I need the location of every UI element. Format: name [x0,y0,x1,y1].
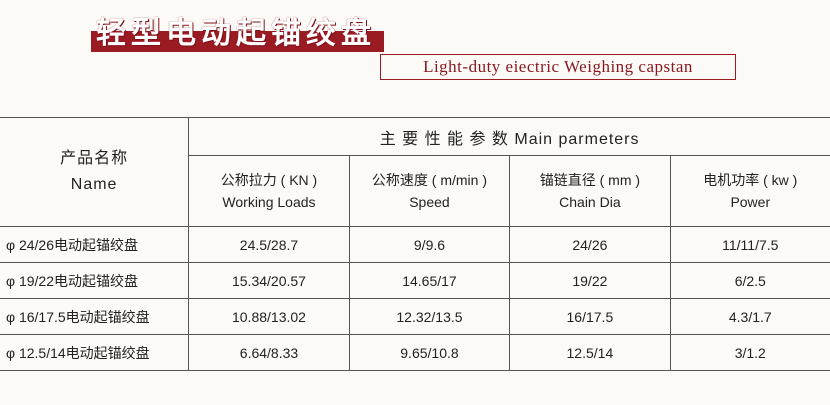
value-cell: 4.3/1.7 [669,298,830,335]
product-name-cell: φ 16/17.5电动起锚绞盘 [0,298,190,335]
name-header-cn: 产品名称 [60,150,129,167]
table-row: φ 12.5/14电动起锚绞盘 6.64/8.33 9.65/10.8 12.5/14… [0,334,830,371]
value-cell: 9.65/10.8 [348,334,511,371]
product-name-cell: φ 24/26电动起锚绞盘 [0,226,190,263]
value-cell: 24.5/28.7 [188,226,350,263]
table-row: φ 19/22电动起锚绞盘 15.34/20.57 14.65/17 19/22 6/2… [0,262,830,299]
value-cell: 12.5/14 [509,334,671,371]
column-header: 锚链直径 ( mm ) Chain Dia [509,155,671,227]
column-header-en: Working Loads [222,194,316,210]
column-header: 公称拉力 ( KN ) Working Loads [188,155,350,227]
value-cell: 14.65/17 [348,262,511,299]
table-row: φ 16/17.5电动起锚绞盘 10.88/13.02 12.32/13.5 16/1… [0,298,830,335]
value-cell: 24/26 [509,226,671,263]
product-name-cell: φ 19/22电动起锚绞盘 [0,262,190,299]
column-header-cn: 锚链直径 ( mm ) [539,172,641,188]
value-cell: 15.34/20.57 [188,262,350,299]
name-header: 产品名称 Name [0,117,190,227]
column-header-cn: 公称速度 ( m/min ) [371,172,488,188]
name-header-en: Name [70,176,118,193]
column-header-en: Power [730,194,771,210]
value-cell: 11/11/7.5 [669,226,830,263]
title-banner [91,31,384,52]
table-row: φ 24/26电动起锚绞盘 24.5/28.7 9/9.6 24/26 11/11/7.… [0,226,830,263]
value-cell: 16/17.5 [509,298,671,335]
column-header-cn: 公称拉力 ( KN ) [220,172,318,188]
column-header: 电机功率 ( kw ) Power [669,155,830,227]
column-header-en: Chain Dia [559,194,621,210]
column-header-en: Speed [409,194,450,210]
value-cell: 19/22 [509,262,671,299]
value-cell: 6.64/8.33 [188,334,350,371]
title-chinese: 轻型电动起锚绞盘 [96,16,376,51]
value-cell: 9/9.6 [348,226,511,263]
column-header-cn: 电机功率 ( kw ) [703,172,798,188]
value-cell: 6/2.5 [669,262,830,299]
value-cell: 12.32/13.5 [348,298,511,335]
product-name-cell: φ 12.5/14电动起锚绞盘 [0,334,190,371]
title-english: Light-duty eiectric Weighing capstan [380,54,736,80]
main-parameters-header: 主 要 性 能 参 数 Main parmeters [188,117,830,156]
spec-table: 产品名称 Name 主 要 性 能 参 数 Main parmeters 公称拉力… [0,117,830,371]
value-cell: 3/1.2 [669,334,830,371]
column-header: 公称速度 ( m/min ) Speed [348,155,511,227]
value-cell: 10.88/13.02 [188,298,350,335]
